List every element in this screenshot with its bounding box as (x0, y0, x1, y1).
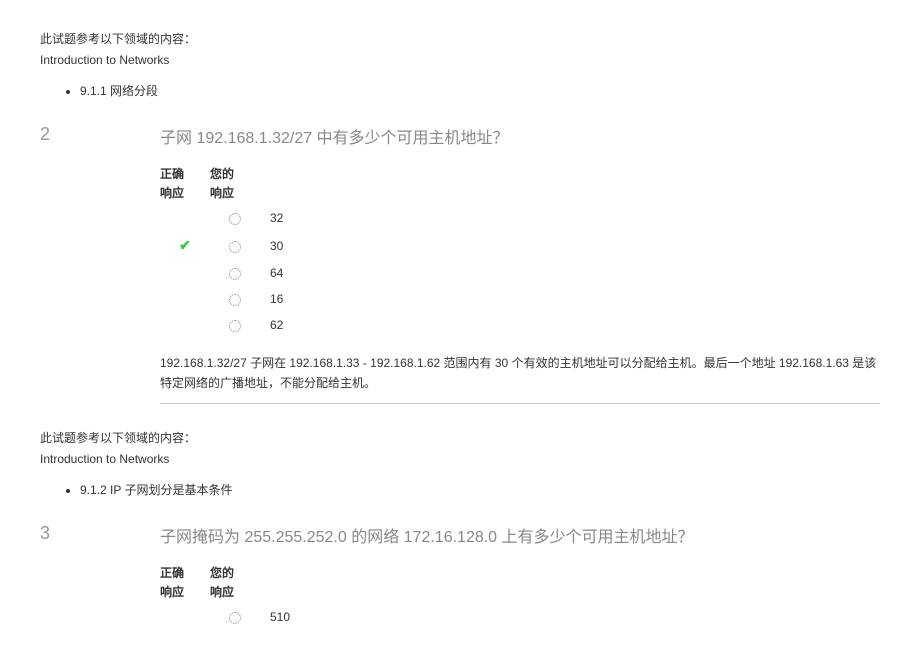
option-label: 16 (260, 286, 293, 312)
question-body-2: 子网 192.168.1.32/27 中有多少个可用主机地址？ 正确响应 您的响… (160, 124, 880, 404)
radio-icon (229, 320, 241, 332)
option-label: 32 (260, 205, 293, 231)
explanation-2: 192.168.1.32/27 子网在 192.168.1.33 - 192.1… (160, 348, 880, 403)
col-your-header-2: 您的响应 (210, 163, 260, 205)
col-your-header-3: 您的响应 (210, 562, 260, 604)
reference-list-2: 9.1.2 IP 子网划分是基本条件 (80, 481, 880, 498)
radio-cell[interactable] (210, 286, 260, 312)
question-2: 2 子网 192.168.1.32/27 中有多少个可用主机地址？ 正确响应 您… (40, 124, 880, 404)
correct-mark-cell (160, 604, 210, 630)
reference-course-2: Introduction to Networks (40, 452, 880, 466)
question-title-3: 子网掩码为 255.255.252.0 的网络 172.16.128.0 上有多… (160, 523, 880, 547)
radio-cell[interactable] (210, 205, 260, 231)
reference-item-2: 9.1.2 IP 子网划分是基本条件 (80, 481, 880, 498)
radio-cell[interactable] (210, 604, 260, 630)
correct-mark-cell: ✔ (160, 231, 210, 260)
question-title-2: 子网 192.168.1.32/27 中有多少个可用主机地址？ (160, 124, 880, 148)
reference-label-2: 此试题参考以下领域的内容： (40, 429, 880, 446)
reference-label-1: 此试题参考以下领域的内容： (40, 30, 880, 47)
option-row: 64 (160, 260, 293, 286)
reference-block-2: 此试题参考以下领域的内容： Introduction to Networks 9… (40, 429, 880, 498)
correct-mark-cell (160, 312, 210, 338)
option-row: 16 (160, 286, 293, 312)
radio-icon (229, 241, 241, 253)
option-label: 510 (260, 604, 300, 630)
option-row: 510 (160, 604, 300, 630)
question-body-3: 子网掩码为 255.255.252.0 的网络 172.16.128.0 上有多… (160, 523, 880, 630)
option-row: ✔ 30 (160, 231, 293, 260)
option-label: 62 (260, 312, 293, 338)
answers-table-3: 正确响应 您的响应 510 (160, 562, 300, 630)
radio-icon (229, 268, 241, 280)
question-number-3: 3 (40, 523, 160, 544)
radio-icon (229, 612, 241, 624)
radio-icon (229, 294, 241, 306)
col-correct-header-3: 正确响应 (160, 562, 210, 604)
reference-block-1: 此试题参考以下领域的内容： Introduction to Networks 9… (40, 30, 880, 99)
option-label: 64 (260, 260, 293, 286)
reference-item-1: 9.1.1 网络分段 (80, 82, 880, 99)
reference-course-1: Introduction to Networks (40, 53, 880, 67)
correct-mark-cell (160, 260, 210, 286)
col-correct-header-2: 正确响应 (160, 163, 210, 205)
question-3: 3 子网掩码为 255.255.252.0 的网络 172.16.128.0 上… (40, 523, 880, 630)
radio-cell[interactable] (210, 260, 260, 286)
radio-cell[interactable] (210, 312, 260, 338)
question-number-2: 2 (40, 124, 160, 145)
answers-table-2: 正确响应 您的响应 32 ✔ 30 (160, 163, 293, 338)
option-label: 30 (260, 231, 293, 260)
page: 此试题参考以下领域的内容： Introduction to Networks 9… (0, 0, 920, 650)
radio-icon (229, 213, 241, 225)
correct-mark-cell (160, 286, 210, 312)
check-icon: ✔ (179, 237, 191, 253)
correct-mark-cell (160, 205, 210, 231)
option-row: 32 (160, 205, 293, 231)
option-row: 62 (160, 312, 293, 338)
reference-list-1: 9.1.1 网络分段 (80, 82, 880, 99)
radio-cell[interactable] (210, 231, 260, 260)
